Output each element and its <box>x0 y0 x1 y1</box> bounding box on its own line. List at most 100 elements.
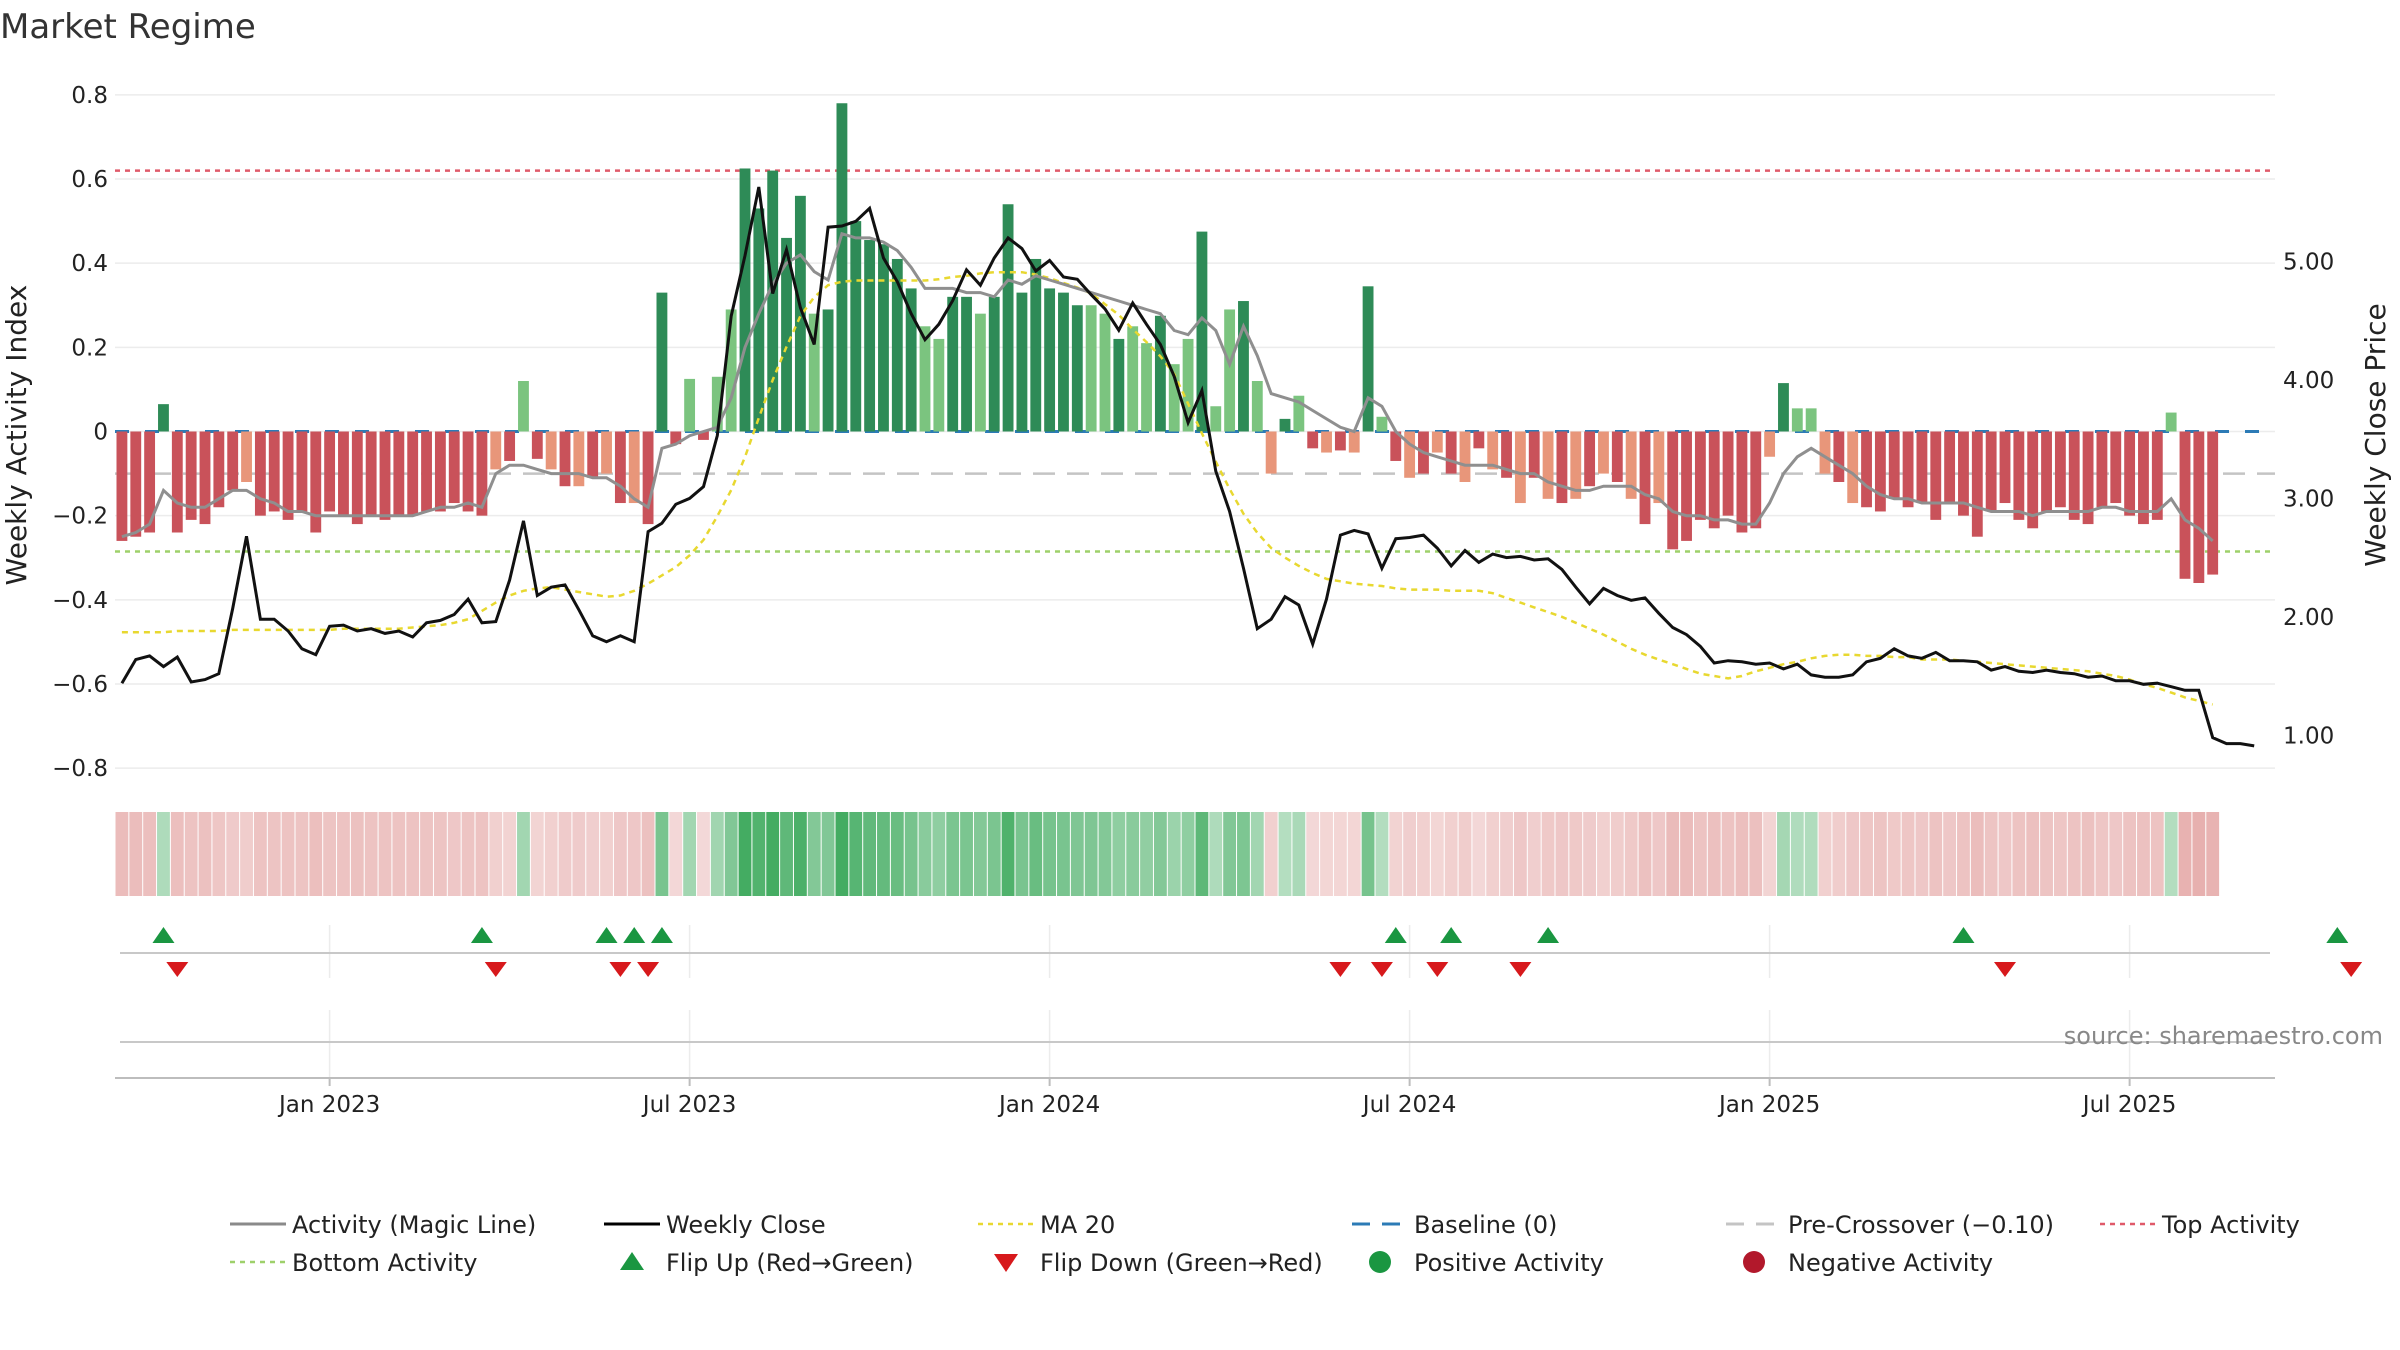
legend-dot-icon <box>1369 1251 1391 1273</box>
activity-bar <box>504 431 516 461</box>
regime-cell <box>1666 812 1680 896</box>
activity-bar <box>1653 431 1665 504</box>
activity-bar <box>1639 431 1651 525</box>
flip-up-marker <box>1440 927 1463 943</box>
y-left-tick-label: −0.6 <box>52 672 108 698</box>
activity-bar <box>1390 431 1402 461</box>
regime-cell <box>2137 812 2150 896</box>
legend-label: Pre-Crossover (−0.10) <box>1788 1211 2054 1239</box>
regime-cell <box>184 812 198 896</box>
activity-bar <box>241 431 252 482</box>
regime-cell <box>738 812 752 896</box>
y-left-tick-label: 0.8 <box>71 83 108 109</box>
activity-bar <box>1999 431 2011 504</box>
regime-cell <box>1569 812 1583 896</box>
regime-cell <box>766 812 780 896</box>
regime-cell <box>1901 812 1915 896</box>
activity-bar <box>1874 431 1886 512</box>
activity-bar <box>144 431 156 533</box>
y-left-tick-label: −0.8 <box>52 756 108 782</box>
regime-cell <box>2150 812 2164 896</box>
activity-bar <box>1528 431 1540 478</box>
activity-bar <box>1514 431 1526 504</box>
activity-bar <box>2068 431 2080 520</box>
regime-cell <box>198 812 212 896</box>
activity-bar <box>905 288 917 432</box>
activity-bar <box>1459 431 1471 482</box>
chart-title: Market Regime <box>0 7 256 47</box>
regime-cell <box>1957 812 1970 896</box>
regime-cell <box>1707 812 1721 896</box>
regime-cell <box>1915 812 1929 896</box>
flip-down-icon <box>994 1254 1018 1272</box>
regime-cell <box>1873 812 1887 896</box>
activity-bar <box>1210 406 1222 432</box>
regime-cell <box>2026 812 2040 896</box>
regime-cell <box>877 812 890 896</box>
regime-cell <box>683 812 697 896</box>
regime-cell <box>960 812 973 896</box>
flip-down-marker <box>1509 962 1532 977</box>
activity-bar <box>1085 305 1097 432</box>
activity-bar <box>1625 431 1637 499</box>
regime-cell <box>1610 812 1624 896</box>
activity-bar <box>462 431 474 512</box>
activity-bar <box>1611 431 1623 482</box>
activity-bar <box>1556 431 1568 504</box>
y-left-axis-label: Weekly Activity Index <box>0 285 33 586</box>
legend-label: Bottom Activity <box>292 1249 477 1277</box>
regime-cell <box>821 812 835 896</box>
regime-cell <box>627 812 641 896</box>
regime-cell <box>2095 812 2109 896</box>
legend-label: Flip Up (Red→Green) <box>666 1249 914 1277</box>
activity-bar <box>1334 431 1346 451</box>
x-tick-label: Jan 2024 <box>997 1092 1100 1118</box>
right-axis-ticks: 5.00 4.00 3.00 2.00 1.00 <box>2283 250 2334 750</box>
regime-cell <box>1500 812 1513 896</box>
regime-cell <box>669 812 683 896</box>
activity-bar <box>421 431 432 512</box>
regime-cell <box>1693 812 1707 896</box>
flip-up-marker <box>1952 927 1975 943</box>
activity-bar <box>587 431 599 478</box>
legend-item: MA 20 <box>978 1211 1115 1239</box>
source-credit: source: sharemaestro.com <box>2064 1022 2383 1050</box>
regime-cell <box>1846 812 1860 896</box>
activity-bar <box>1708 431 1720 529</box>
activity-bar <box>1321 431 1332 453</box>
activity-bar <box>518 381 529 432</box>
activity-bar <box>1944 431 1956 504</box>
activity-bar <box>1141 343 1152 432</box>
activity-bar <box>2027 431 2039 529</box>
activity-bar <box>559 431 571 487</box>
regime-cell <box>1347 812 1361 896</box>
activity-bar <box>1224 309 1236 432</box>
activity-bar <box>698 431 709 440</box>
regime-cell <box>2067 812 2081 896</box>
regime-cell <box>1984 812 1998 896</box>
activity-bar <box>158 404 169 432</box>
flip-up-marker <box>152 927 175 943</box>
regime-cell <box>1250 812 1264 896</box>
activity-bar <box>1044 288 1056 432</box>
left-axis-ticks: 0.8 0.6 0.4 0.2 0 −0.2 −0.4 −0.6 −0.8 <box>52 83 108 782</box>
regime-cell <box>530 812 544 896</box>
flip-down-marker <box>1426 962 1449 977</box>
y-right-axis-label: Weekly Close Price <box>2359 303 2392 566</box>
regime-cell <box>1513 812 1527 896</box>
regime-cell <box>1389 812 1403 896</box>
magic-line <box>121 231 2214 543</box>
legend: Activity (Magic Line) Weekly Close MA 20 Ba… <box>230 1211 2300 1277</box>
activity-bar <box>448 431 460 504</box>
regime-cell <box>1541 812 1555 896</box>
x-tick-label: Jul 2023 <box>641 1092 737 1118</box>
activity-bar <box>324 431 336 512</box>
regime-cell <box>946 812 960 896</box>
activity-bar <box>864 240 876 432</box>
regime-cell <box>129 812 143 896</box>
activity-bar <box>684 378 696 432</box>
activity-bar <box>628 431 640 504</box>
activity-bar <box>933 338 945 432</box>
regime-cell <box>600 812 613 896</box>
activity-bar <box>1404 431 1416 478</box>
